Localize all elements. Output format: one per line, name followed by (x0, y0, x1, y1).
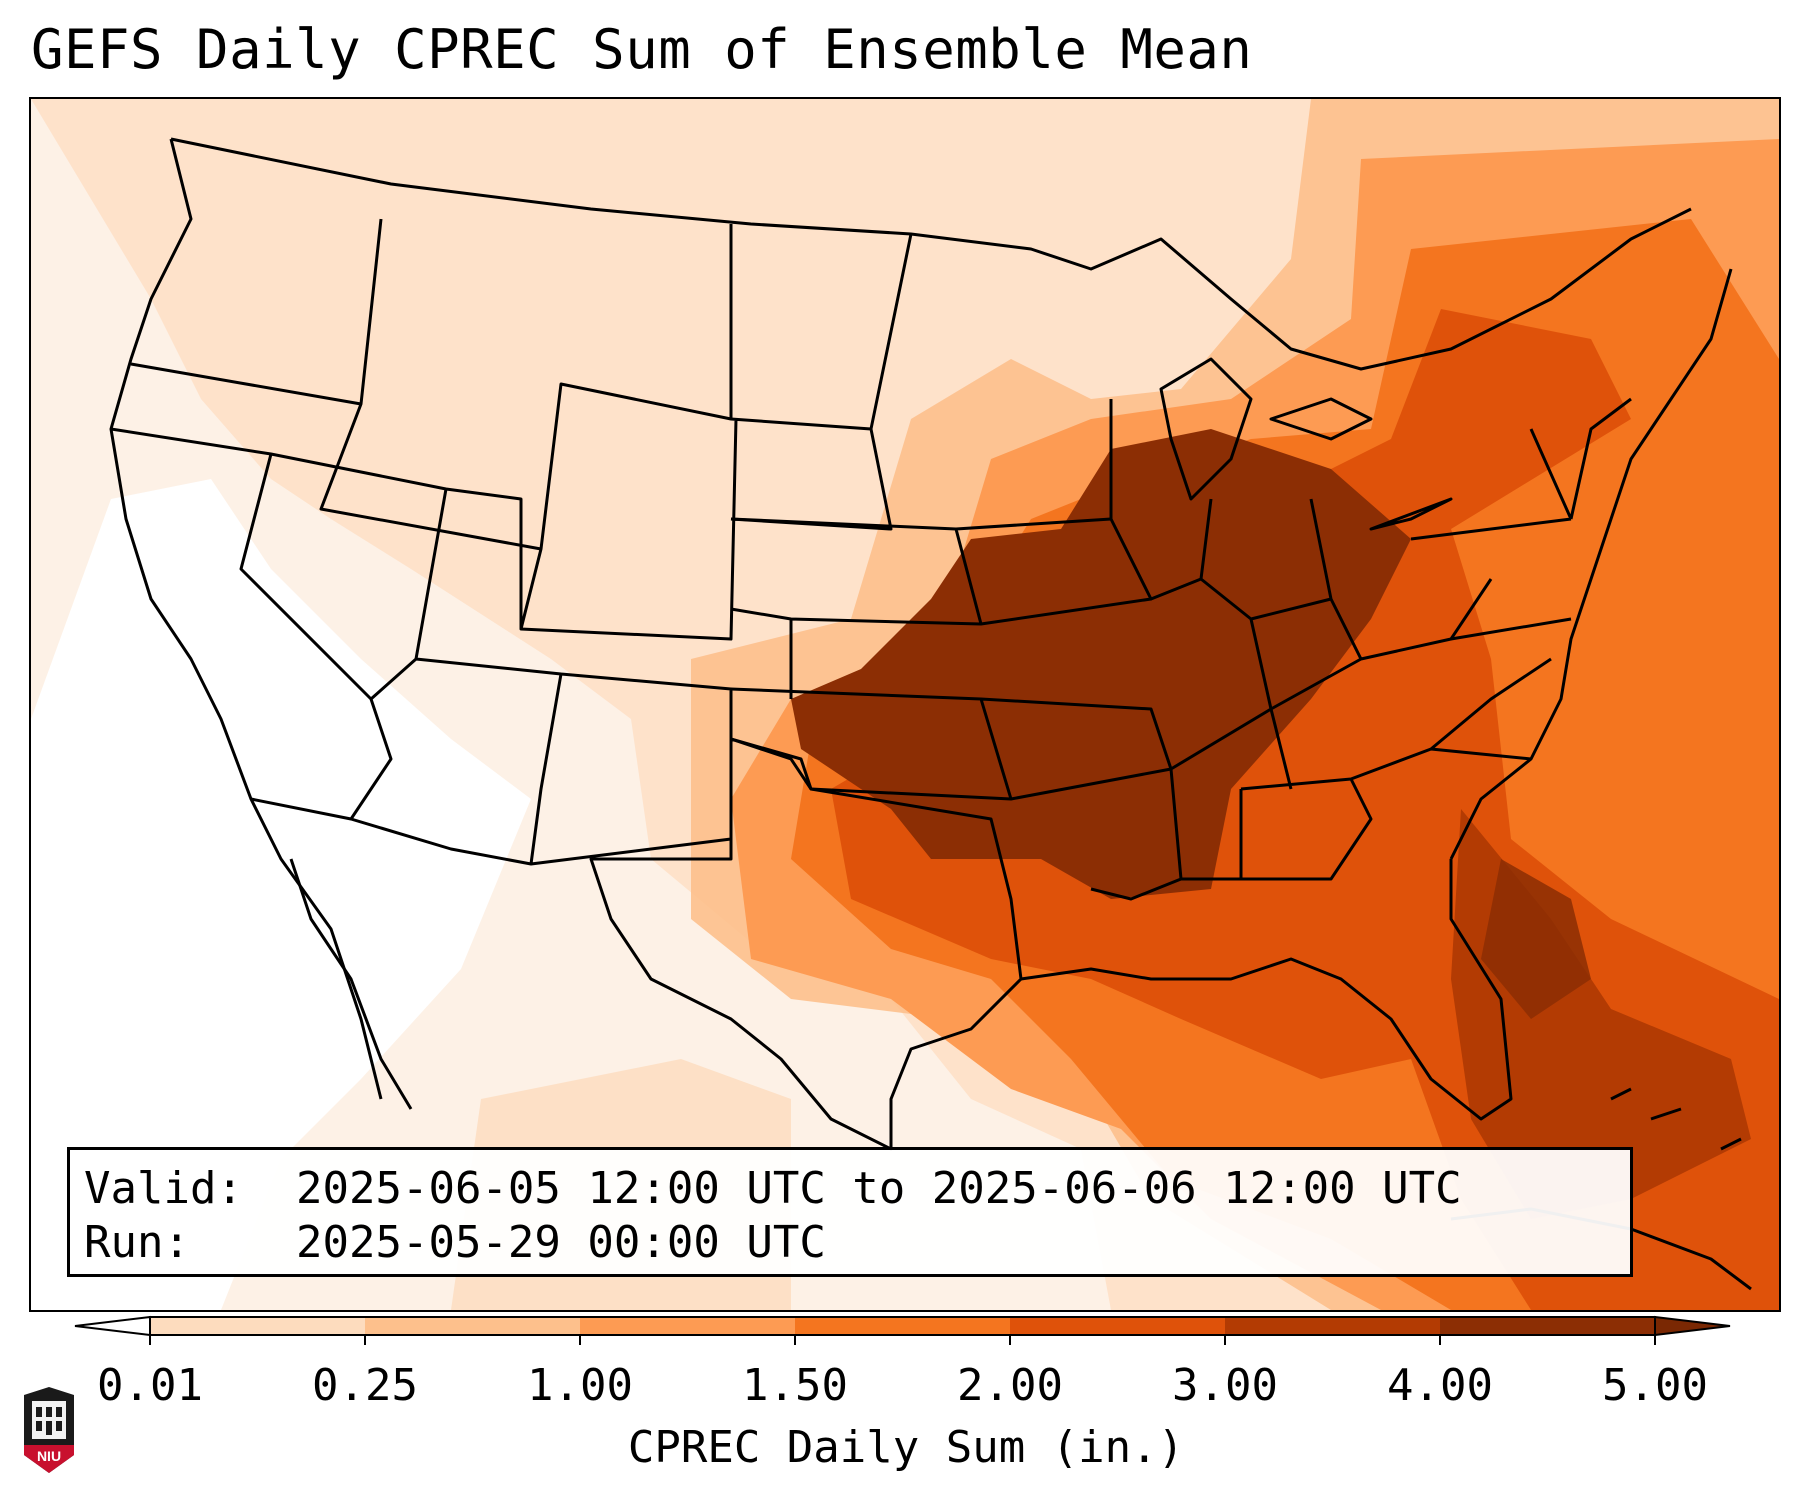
gulf-coast (1020, 859, 1513, 1121)
texas-outline (589, 737, 1023, 1151)
run-value: 2025-05-29 00:00 UTC (296, 1217, 826, 1268)
colorbar-tick-label: 4.00 (1387, 1360, 1493, 1411)
colorbar-segment (795, 1317, 1011, 1335)
colorbar-segment (1225, 1317, 1441, 1335)
colorbar-tick-label: 0.25 (312, 1360, 418, 1411)
run-row: Run: 2025-05-29 00:00 UTC (84, 1216, 1616, 1270)
colorbar-ticks (149, 1335, 1656, 1345)
precip-band-500-florida (1481, 859, 1591, 1019)
pacific-coast (109, 138, 383, 1100)
colorbar-over-arrow (1654, 1315, 1731, 1337)
state-lines-southwest (110, 427, 733, 866)
niu-logo: NIU (24, 1387, 74, 1473)
valid-time-box: Valid: 2025-06-05 12:00 UTC to 2025-06-06… (67, 1147, 1633, 1277)
state-lines-northeast (1410, 397, 1632, 641)
colorbar-segment (365, 1317, 581, 1335)
colorbar-label: CPREC Daily Sum (in.) (627, 1422, 1185, 1473)
colorbar-under-arrow (74, 1315, 151, 1337)
great-lakes (1159, 357, 1453, 531)
colorbar-tick-label: 2.00 (957, 1360, 1063, 1411)
precip-band-500-core (791, 429, 1411, 899)
baja-peninsula (289, 858, 413, 1110)
colorbar-tick-label: 5.00 (1602, 1360, 1708, 1411)
colorbar-segment (580, 1317, 796, 1335)
colorbar (74, 1315, 1731, 1345)
colorbar-tick-label: 0.01 (97, 1360, 203, 1411)
valid-row: Valid: 2025-06-05 12:00 UTC to 2025-06-06… (84, 1162, 1616, 1216)
state-boundaries (109, 137, 1752, 1291)
colorbar-tick-label: 1.50 (742, 1360, 848, 1411)
state-lines-northwest (130, 218, 913, 641)
colorbar-tick-label: 3.00 (1172, 1360, 1278, 1411)
valid-label: Valid: (84, 1163, 243, 1214)
state-lines-plains (730, 517, 1173, 801)
precipitation-map (29, 97, 1781, 1312)
colorbar-segment (1010, 1317, 1226, 1335)
east-coast (1449, 268, 1733, 860)
map-title: GEFS Daily CPREC Sum of Ensemble Mean (31, 18, 1253, 81)
run-label: Run: (84, 1217, 190, 1268)
colorbar-segments (150, 1317, 1656, 1335)
colorbar-tick-label: 1.00 (527, 1360, 633, 1411)
precip-dry-area-west (31, 479, 531, 1310)
colorbar-segment (1440, 1317, 1656, 1335)
bahamas-outline (1610, 1087, 1742, 1151)
us-canada-border (170, 137, 1692, 371)
valid-value: 2025-06-05 12:00 UTC to 2025-06-06 12:00… (296, 1163, 1462, 1214)
colorbar-outline (149, 1316, 1656, 1336)
svg-text:NIU: NIU (37, 1448, 61, 1464)
colorbar-segment (150, 1317, 366, 1335)
